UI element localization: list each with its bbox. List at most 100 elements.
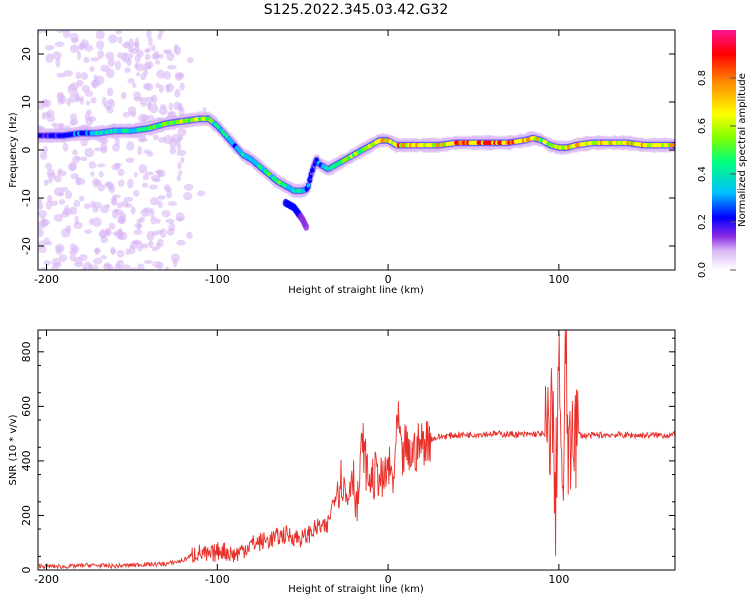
spectrogram-noise-speck [117, 179, 125, 187]
spectrogram-y-ticks: -20 -10 0 10 20 [20, 47, 675, 255]
spectrogram-noise-speck [165, 83, 175, 93]
spectrogram-noise-speck [122, 42, 131, 48]
spectrogram-noise-speck [84, 229, 93, 235]
spectrogram-y-tick-label: -20 [20, 237, 33, 255]
spectrogram-noise-speck [80, 72, 89, 80]
snr-x-tick-label: -100 [205, 573, 230, 586]
spectrogram-noise-speck [150, 44, 156, 52]
spectrogram-ridge-cell [308, 174, 313, 180]
spectrogram-noise-speck [69, 120, 77, 126]
spectrogram-noise-speck [45, 53, 54, 64]
spectrogram-noise-speck [101, 96, 107, 106]
spectrogram-noise-speck [40, 219, 50, 226]
spectrogram-noise-speck [146, 230, 155, 241]
spectrogram-noise-speck [41, 112, 47, 120]
spectrogram-noise-speck [114, 262, 122, 270]
spectrogram-noise-speck [128, 267, 139, 270]
spectrogram-noise-speck [91, 79, 98, 89]
spectrogram-noise-speck [58, 198, 66, 205]
spectrogram-noise-speck [147, 37, 153, 47]
spectrogram-noise-speck [96, 40, 105, 50]
snr-marks [38, 330, 675, 570]
spectrogram-noise-speck [176, 174, 182, 182]
spectrogram-noise-speck [177, 161, 182, 170]
spectrogram-noise-speck [46, 179, 53, 184]
colorbar-label: Normalized spectral amplitude [737, 73, 748, 227]
spectrogram-noise-speck [164, 187, 172, 193]
spectrogram-noise-speck [53, 213, 64, 223]
spectrogram-noise-speck [115, 30, 122, 35]
colorbar: 0.0 0.2 0.4 0.6 0.8 Normalized spectral ampl… [697, 30, 748, 278]
spectrogram-noise-speck [38, 202, 44, 210]
spectrogram-noise-speck [108, 34, 118, 44]
spectrogram-noise-speck [100, 254, 107, 260]
spectrogram-noise-speck [85, 117, 94, 126]
spectrogram-noise-speck [127, 77, 135, 84]
spectrogram-noise-speck [127, 178, 134, 189]
snr-frame [37, 329, 676, 571]
spectrogram-branch-cell [303, 222, 310, 231]
spectrogram-noise-speck [137, 49, 144, 58]
spectrogram-noise-speck [75, 71, 82, 80]
colorbar-tick-label: 0.6 [697, 118, 708, 134]
snr-x-tick-label: -200 [34, 573, 59, 586]
spectrogram-noise-speck [100, 64, 110, 73]
spectrogram-noise-speck [176, 150, 187, 157]
spectrogram-noise-speck [143, 259, 154, 264]
spectrogram-noise-speck [148, 103, 159, 114]
spectrogram-x-ticks: -200 -100 0 100 [34, 30, 569, 286]
spectrogram-noise-speck [177, 127, 187, 137]
spectrogram-noise-speck [114, 209, 124, 215]
spectrogram-noise-speck [178, 106, 184, 111]
spectrogram-ridge-cell [304, 186, 309, 192]
spectrogram-noise-speck [76, 79, 84, 87]
spectrogram-noise-speck [166, 227, 175, 236]
spectrogram-noise-speck [116, 249, 125, 258]
spectrogram-noise-speck [140, 73, 147, 81]
spectrogram-noise-speck [144, 53, 151, 61]
spectrogram-noise-speck [133, 172, 138, 178]
spectrogram-noise-speck [121, 200, 129, 208]
spectrogram-noise-speck [176, 216, 184, 222]
spectrogram-noise-speck [118, 214, 126, 225]
spectrogram-noise-speck [149, 184, 158, 190]
spectrogram-noise-speck [97, 183, 106, 192]
spectrogram-noise-speck [55, 246, 63, 255]
spectrogram-noise-speck [177, 136, 182, 143]
spectrogram-noise-speck [136, 221, 142, 231]
spectrogram-noise-speck [106, 87, 114, 97]
spectrogram-noise-speck [65, 190, 73, 200]
spectrogram-noise-speck [130, 110, 137, 118]
spectrogram-noise-speck [159, 228, 167, 239]
spectrogram-noise-speck [94, 179, 102, 186]
spectrogram-noise-speck [88, 161, 97, 169]
spectrogram-noise-speck [60, 228, 71, 238]
spectrogram-noise-speck [112, 143, 120, 152]
snr-y-ticks: 0 200 400 600 800 [20, 337, 675, 574]
spectrogram-noise-speck [143, 63, 152, 70]
spectrogram-noise-speck [64, 204, 70, 214]
spectrogram-noise-speck [51, 122, 57, 128]
spectrogram-noise-speck [96, 163, 106, 168]
spectrogram-noise-speck [168, 138, 178, 148]
spectrogram-x-axis-label: Height of straight line (km) [288, 285, 424, 296]
spectrogram-noise-speck [39, 267, 47, 270]
spectrogram-noise-speck [69, 113, 78, 121]
spectrogram-noise-speck [146, 47, 151, 53]
spectrogram-noise-speck [166, 51, 175, 61]
spectrogram-noise-speck [71, 37, 79, 44]
spectrogram-noise-speck [56, 30, 65, 33]
spectrogram-noise-speck [79, 42, 84, 51]
spectrogram-noise-speck [145, 171, 154, 176]
spectrogram-noise-speck [172, 258, 178, 268]
spectrogram-noise-speck [118, 36, 123, 44]
spectrogram-noise-speck [79, 156, 88, 162]
spectrogram-noise-speck [133, 239, 140, 246]
spectrogram-x-tick-label: 0 [385, 273, 392, 286]
spectrogram-ridge-cell [306, 183, 311, 188]
spectrogram-noise-speck [122, 264, 131, 270]
spectrogram-noise-speck [120, 91, 127, 100]
spectrogram-noise-speck [107, 58, 115, 68]
spectrogram-noise-speck [90, 264, 99, 270]
